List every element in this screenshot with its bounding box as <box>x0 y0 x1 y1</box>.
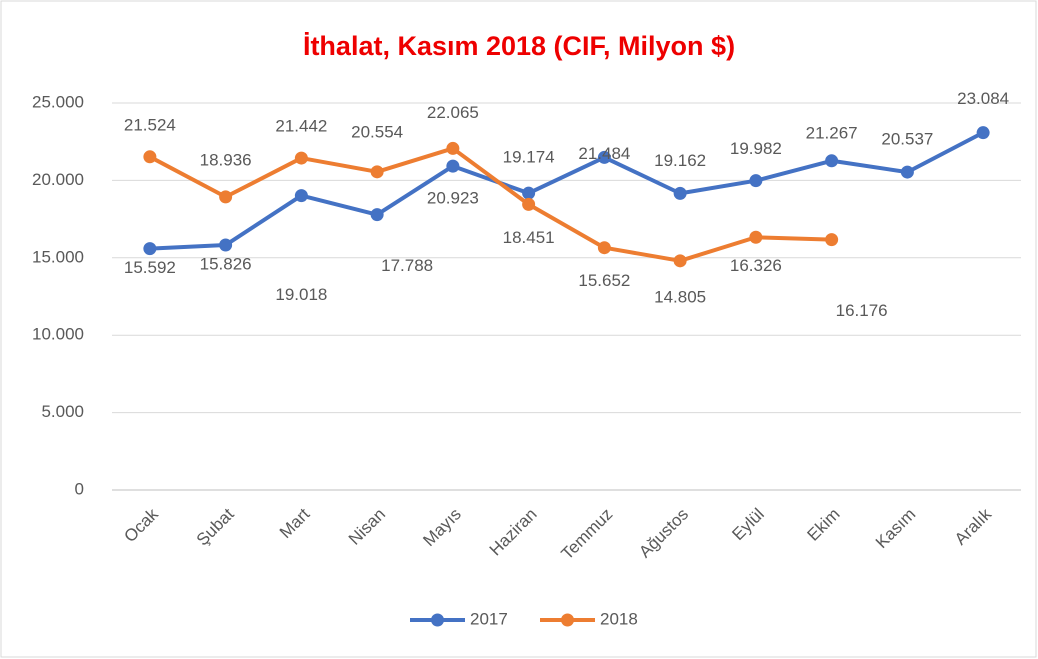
data-point <box>976 126 990 140</box>
data-label: 21.442 <box>275 117 327 136</box>
data-label: 15.652 <box>578 271 630 290</box>
legend-marker <box>431 613 444 627</box>
data-label: 15.826 <box>200 254 252 273</box>
series-line <box>149 130 985 251</box>
data-label: 16.326 <box>730 256 782 275</box>
data-label: 22.065 <box>427 103 479 122</box>
data-point <box>143 150 157 164</box>
y-tick-label: 25.000 <box>32 92 84 111</box>
data-point <box>522 197 536 211</box>
series-line <box>148 146 832 263</box>
data-point <box>673 186 687 200</box>
data-label: 19.982 <box>730 139 782 158</box>
data-label: 19.018 <box>275 285 327 304</box>
legend-label: 2018 <box>600 609 638 628</box>
data-point <box>673 254 687 268</box>
data-label: 21.524 <box>124 115 176 134</box>
data-label: 14.805 <box>654 287 706 306</box>
data-point <box>446 159 460 173</box>
data-label: 18.936 <box>200 150 252 169</box>
data-point <box>219 190 233 204</box>
data-label: 20.923 <box>427 189 479 208</box>
data-label: 16.176 <box>836 301 888 320</box>
data-point <box>522 186 536 200</box>
data-label: 20.554 <box>351 122 403 141</box>
data-point <box>370 165 384 179</box>
data-label: 19.174 <box>503 148 555 167</box>
data-label: 15.592 <box>124 258 176 277</box>
chart-title: İthalat, Kasım 2018 (CIF, Milyon $) <box>303 31 735 61</box>
data-point <box>294 189 308 203</box>
data-label: 23.084 <box>957 89 1009 108</box>
data-point <box>825 154 839 168</box>
data-point <box>294 151 308 165</box>
y-tick-label: 0 <box>75 479 84 498</box>
data-point <box>143 242 157 256</box>
data-point <box>749 230 763 244</box>
data-label: 19.162 <box>654 151 706 170</box>
data-label: 21.267 <box>806 123 858 142</box>
data-point <box>749 174 763 188</box>
data-point <box>219 238 233 252</box>
data-label: 21.484 <box>578 144 630 163</box>
data-point <box>446 141 460 155</box>
data-label: 18.451 <box>503 228 555 247</box>
data-point <box>825 233 839 247</box>
data-point <box>597 241 611 255</box>
y-tick-label: 20.000 <box>32 170 84 189</box>
data-label: 20.537 <box>881 130 933 149</box>
data-point <box>900 165 914 179</box>
legend-label: 2017 <box>470 609 508 628</box>
legend-marker <box>561 613 574 627</box>
data-label: 17.788 <box>381 256 433 275</box>
data-point <box>370 208 384 222</box>
y-tick-label: 10.000 <box>32 325 84 344</box>
y-tick-label: 15.000 <box>32 247 84 266</box>
y-tick-label: 5.000 <box>41 402 84 421</box>
data-point <box>597 150 611 164</box>
